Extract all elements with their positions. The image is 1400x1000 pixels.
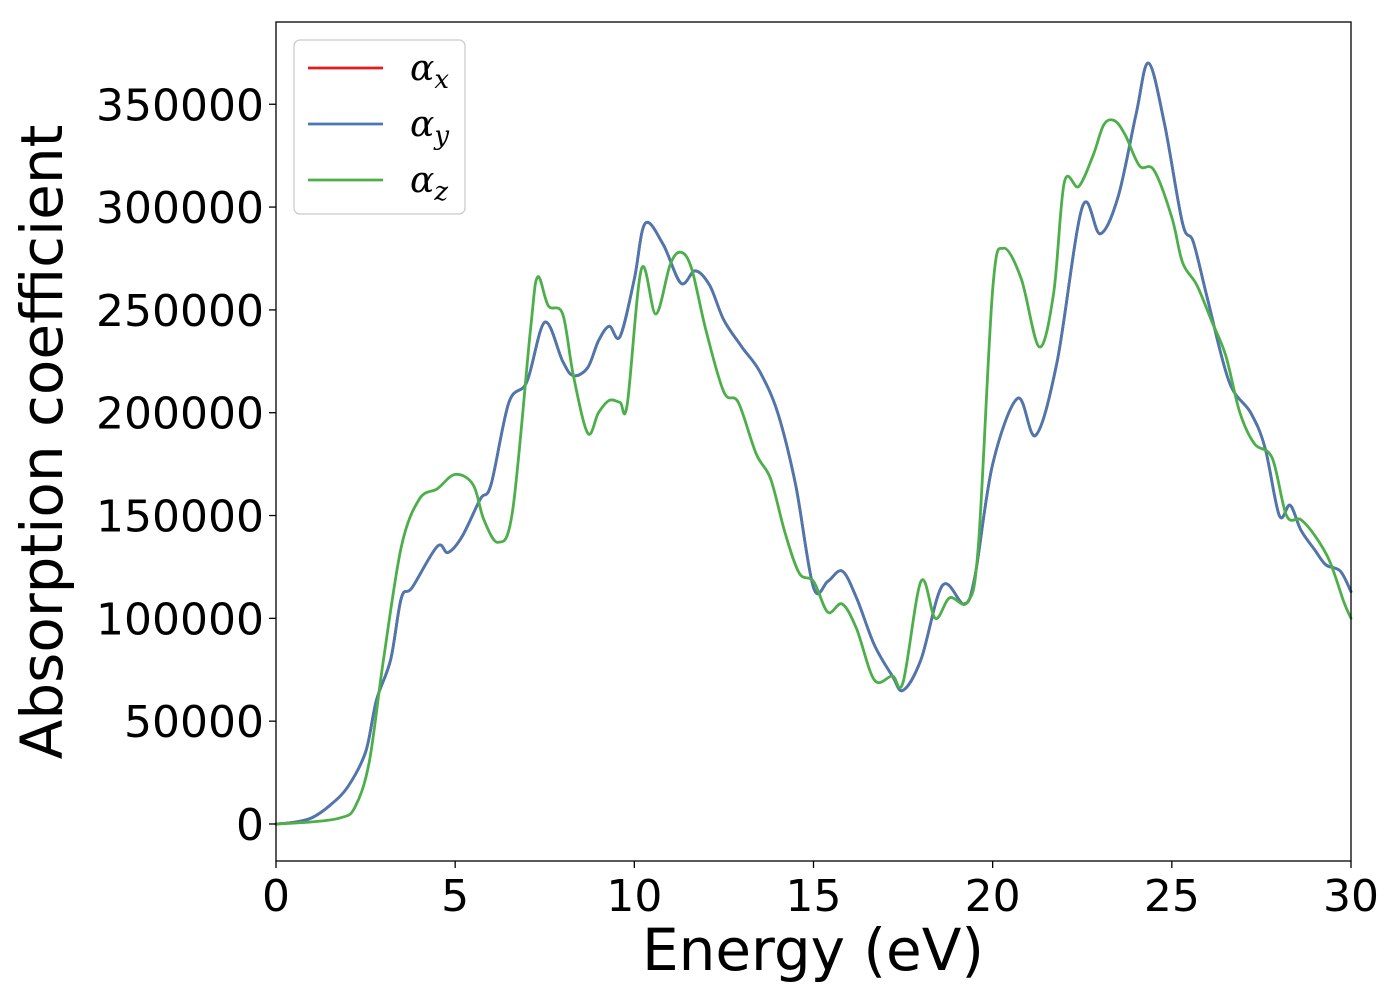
legend-subscript: x [434, 65, 449, 95]
y-axis-ticks: 0 50000 100000 150000 200000 250000 300000 3500… [96, 80, 276, 851]
y-tick-label: 50000 [124, 697, 264, 748]
series-layer [274, 61, 1353, 826]
legend-subscript: z [433, 177, 448, 207]
y-tick-label: 150000 [96, 492, 264, 543]
x-tick-label: 0 [262, 871, 290, 922]
y-tick-label: 350000 [96, 80, 264, 131]
legend-subscript: y [433, 121, 449, 151]
x-tick-label: 5 [441, 871, 469, 922]
x-tick-label: 10 [606, 871, 662, 922]
series-line-z [274, 118, 1353, 826]
x-tick-label: 20 [965, 871, 1021, 922]
x-tick-label: 30 [1323, 871, 1379, 922]
legend-label-y: αy [410, 104, 449, 151]
legend-symbol: α [410, 104, 434, 145]
x-tick-label: 25 [1144, 871, 1200, 922]
y-axis-title: Absorption coefficient [8, 125, 76, 760]
legend-symbol: α [410, 160, 434, 201]
x-axis-title: Energy (eV) [642, 916, 984, 984]
y-tick-label: 0 [236, 800, 264, 851]
x-tick-label: 15 [786, 871, 842, 922]
x-axis-ticks: 0 5 10 15 20 25 30 [262, 861, 1379, 922]
legend-box [293, 39, 466, 215]
y-tick-label: 200000 [96, 389, 264, 440]
legend-label-x: αx [410, 48, 449, 95]
legend-symbol: α [410, 48, 434, 89]
y-tick-label: 100000 [96, 594, 264, 645]
legend-label-z: αz [410, 160, 448, 207]
y-tick-label: 250000 [96, 286, 264, 337]
y-tick-label: 300000 [96, 183, 264, 234]
